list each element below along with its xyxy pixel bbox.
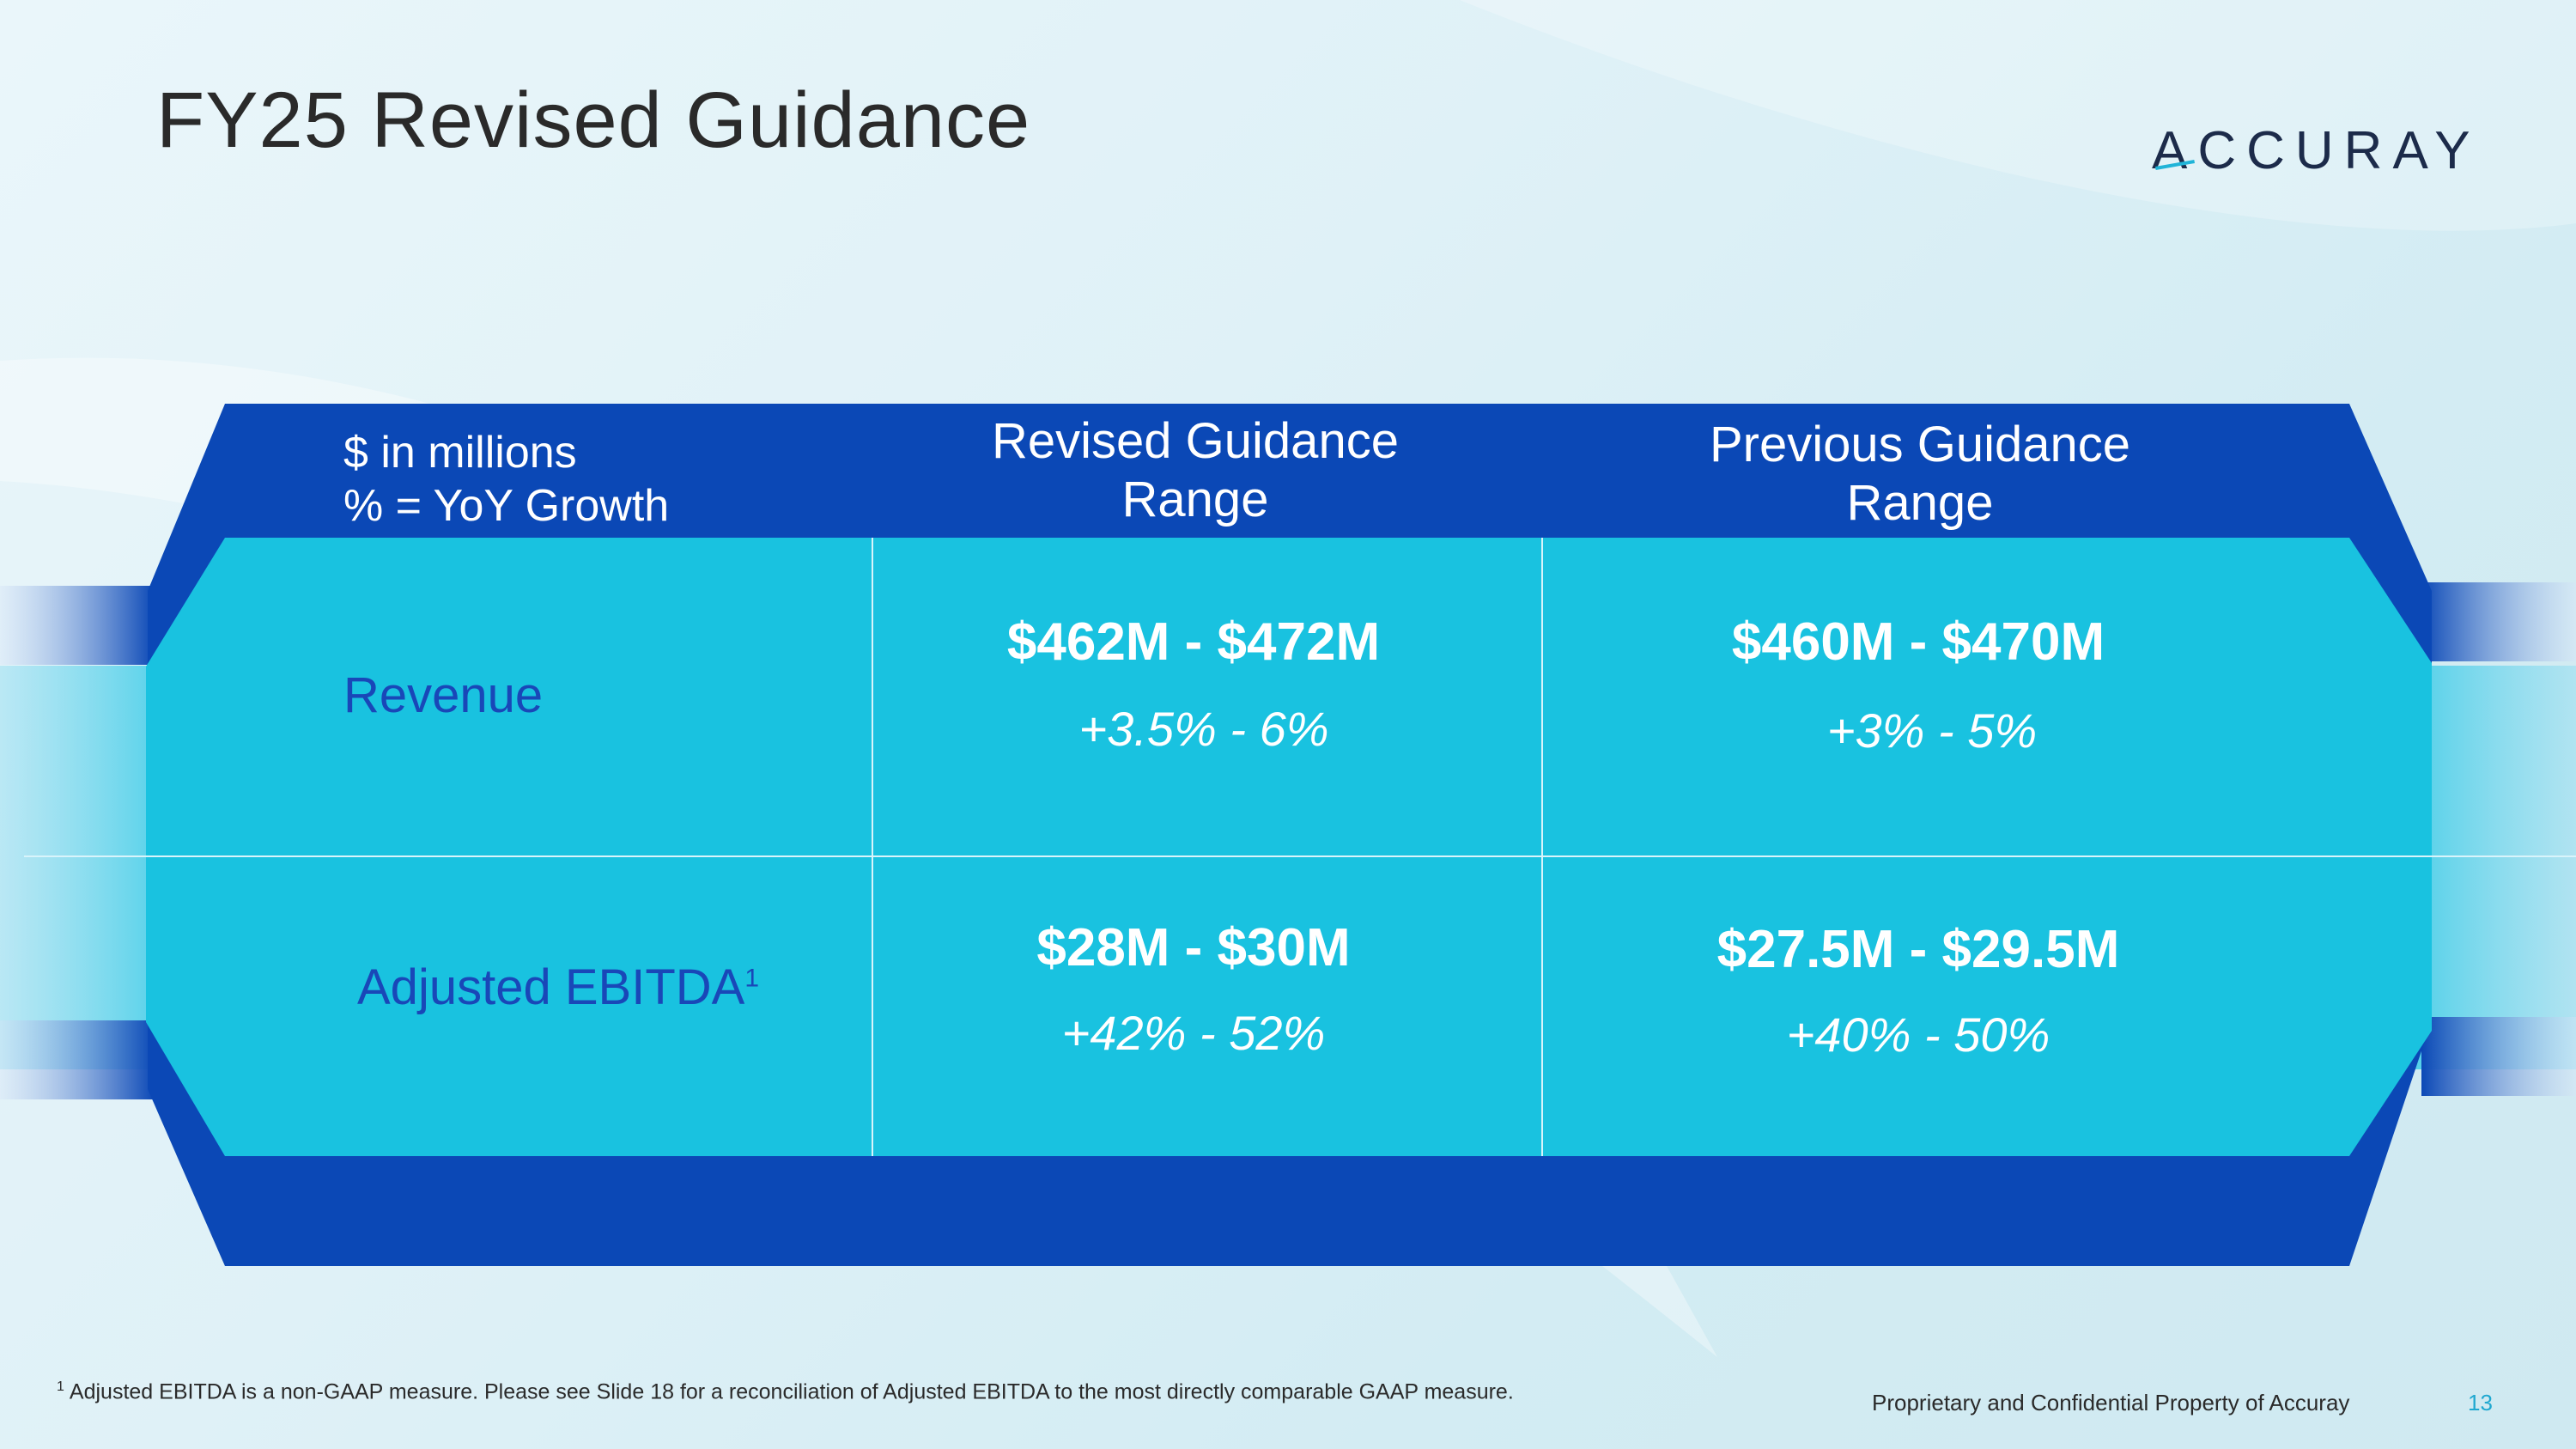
row-label-adjusted-ebitda: Adjusted EBITDA1 [357,959,759,1016]
column-header-revised: Revised Guidance Range [895,412,1496,529]
footnote: 1 Adjusted EBITDA is a non-GAAP measure. … [57,1379,1514,1404]
confidential-footer: Proprietary and Confidential Property of… [1872,1390,2350,1416]
column-header-previous-line1: Previous Guidance [1709,417,2131,472]
revenue-previous-value: $460M - $470M [1731,612,2105,672]
ebitda-previous-value: $27.5M - $29.5M [1716,920,2120,979]
units-line-2: % = YoY Growth [343,481,670,531]
revenue-previous-growth: +3% - 5% [1826,703,2038,758]
ebitda-revised-value: $28M - $30M [1036,918,1351,977]
units-label: $ in millions % = YoY Growth [343,426,669,533]
right-blue-band-bottom [2421,1017,2576,1096]
revenue-revised-growth: +3.5% - 6% [1078,702,1329,756]
footnote-number: 1 [57,1379,64,1394]
footnote-text: Adjusted EBITDA is a non-GAAP measure. P… [69,1379,1514,1404]
row-label-revenue: Revenue [343,667,543,724]
ebitda-revised-growth: +42% - 52% [1061,1006,1326,1060]
units-line-1: $ in millions [343,428,577,478]
right-blue-band-top [2421,582,2576,661]
column-header-revised-line1: Revised Guidance [992,413,1399,469]
footnote-marker: 1 [744,964,759,993]
row-label-revenue-text: Revenue [343,667,544,723]
accuray-logo: ACCURAY [2152,121,2481,180]
page-title: FY25 Revised Guidance [156,76,1031,164]
column-header-revised-line2: Range [1121,472,1269,527]
page-number: 13 [2468,1390,2493,1416]
left-blue-band-top [0,586,155,665]
table-body [146,538,2432,1156]
column-header-previous-line2: Range [1846,475,1994,531]
column-header-previous: Previous Guidance Range [1619,416,2221,533]
guidance-table-graphic [0,404,2576,1266]
row-label-adjusted-ebitda-text: Adjusted EBITDA [357,959,745,1015]
ebitda-previous-growth: +40% - 50% [1786,1008,2050,1062]
revenue-revised-value: $462M - $472M [1006,612,1381,672]
left-blue-band-bottom [0,1020,155,1099]
